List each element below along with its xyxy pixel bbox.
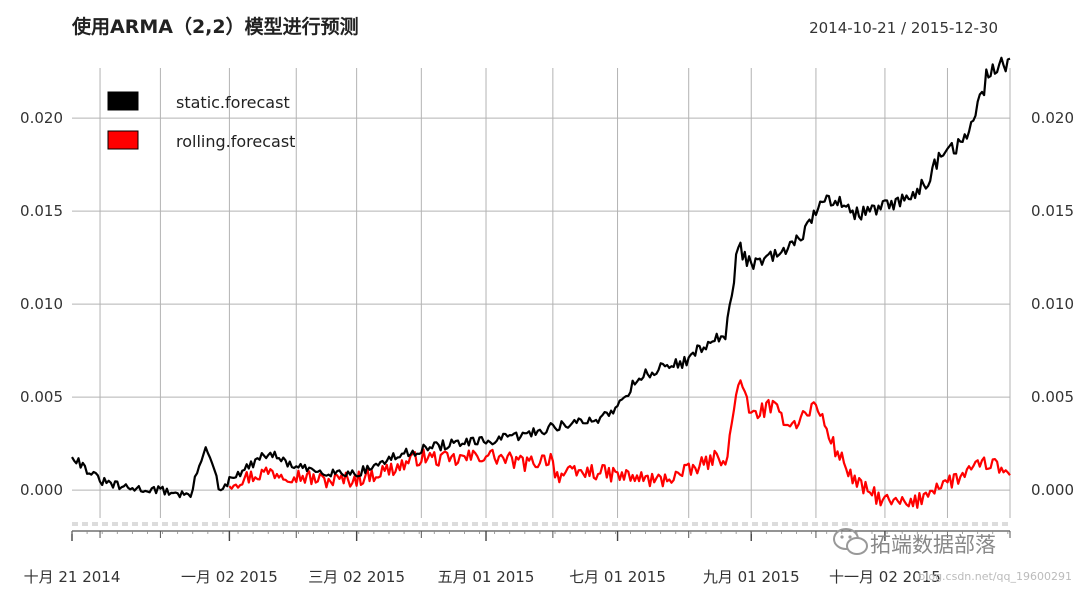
legend-swatch-static <box>107 91 139 111</box>
y-tick-label-right: 0.020 <box>1031 109 1074 127</box>
y-tick-label-right: 0.000 <box>1031 481 1074 499</box>
x-tick-label: 七月 01 2015 <box>569 568 666 586</box>
watermark-name: 拓端数据部落 <box>870 533 996 557</box>
chart-title: 使用ARMA（2,2）模型进行预测 <box>71 15 359 38</box>
series-layer <box>71 56 1011 509</box>
x-tick-label: 五月 01 2015 <box>438 568 535 586</box>
wechat-icon <box>833 528 868 555</box>
y-tick-label-left: 0.015 <box>20 202 63 220</box>
y-tick-label-left: 0.020 <box>20 109 63 127</box>
y-tick-label-right: 0.010 <box>1031 295 1074 313</box>
x-tick-label: 十一月 02 2015 <box>829 568 941 586</box>
legend-label-rolling: rolling.forecast <box>176 132 295 151</box>
y-tick-label-left: 0.005 <box>20 388 63 406</box>
axes: 0.000 0.000 0.005 0.005 0.010 0.010 0.015 0.015… <box>20 109 1074 586</box>
series-line-static-forecast <box>71 56 1011 499</box>
x-tick-label: 一月 02 2015 <box>181 568 278 586</box>
x-tick-label: 九月 01 2015 <box>703 568 800 586</box>
date-range: 2014-10-21 / 2015-12-30 <box>809 19 998 37</box>
y-tick-label-right: 0.015 <box>1031 202 1074 220</box>
watermark: 拓端数据部落 blog.csdn.net/qq_19600291 <box>833 528 1072 583</box>
y-tick-label-right: 0.005 <box>1031 388 1074 406</box>
legend-label-static: static.forecast <box>176 93 290 112</box>
legend: static.forecast rolling.forecast <box>107 91 295 151</box>
y-tick-label-left: 0.010 <box>20 295 63 313</box>
legend-swatch-rolling <box>107 130 139 150</box>
watermark-url: blog.csdn.net/qq_19600291 <box>918 570 1072 583</box>
x-tick-label: 三月 02 2015 <box>308 568 405 586</box>
y-tick-label-left: 0.000 <box>20 481 63 499</box>
x-tick-label: 十月 21 2014 <box>24 568 121 586</box>
